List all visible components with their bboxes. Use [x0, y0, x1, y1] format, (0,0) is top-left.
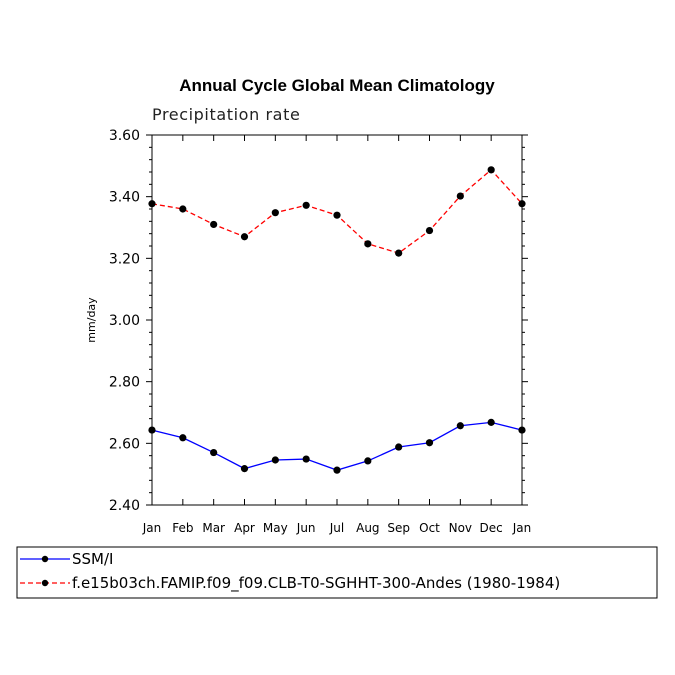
series-0-point: [210, 448, 218, 457]
y-tick-label: 3.60: [109, 128, 140, 144]
series-0-point: [148, 426, 156, 434]
x-tick-label: Jan: [142, 521, 162, 535]
x-tick-label: Aug: [356, 521, 379, 535]
y-tick-label: 2.80: [109, 375, 140, 391]
series-line-0: [151, 421, 523, 471]
series-1-point: [240, 233, 249, 241]
series-0-point: [518, 426, 526, 434]
series-1-point: [487, 166, 495, 174]
x-tick-label: Nov: [449, 521, 472, 535]
legend-marker-ssmi: [41, 555, 49, 563]
series-1-point: [148, 200, 156, 208]
series-1-point: [425, 226, 434, 235]
series-0-point: [333, 466, 341, 474]
series-1-point: [271, 209, 279, 217]
series-1-point: [333, 211, 341, 219]
series-0-point: [425, 439, 434, 447]
x-tick-label: Jan: [512, 521, 532, 535]
x-tick-label: Jul: [329, 521, 344, 535]
y-tick-label: 2.40: [109, 498, 140, 514]
x-tick-label: Sep: [387, 521, 410, 535]
chart-title: Annual Cycle Global Mean Climatology: [179, 76, 495, 95]
x-tick-label: Apr: [234, 521, 255, 535]
series-layer: [148, 166, 526, 474]
x-tick-label: May: [263, 521, 288, 535]
x-tick-label: Feb: [172, 521, 193, 535]
legend-box: [16, 546, 658, 599]
legend-entry-ssmi: SSM/I: [20, 550, 113, 568]
x-axis: Jan Feb Mar Apr May Jun Jul Aug Sep Oct Nov Dec Jan: [142, 135, 532, 535]
x-tick-label: Dec: [480, 521, 503, 535]
series-0-point: [456, 422, 464, 430]
series-1-point: [210, 220, 218, 229]
series-1-point: [302, 201, 310, 209]
legend-label-ssmi: SSM/I: [72, 550, 113, 568]
y-axis: 2.40 2.60 2.80 3.00 3.20 3.40 3.60: [109, 128, 528, 514]
chart-subtitle: Precipitation rate: [152, 105, 300, 124]
x-tick-label: Jun: [296, 521, 316, 535]
series-1-point: [364, 240, 372, 248]
series-0-point: [364, 457, 372, 465]
y-tick-label: 3.40: [109, 190, 140, 206]
series-0-point: [271, 456, 279, 464]
series-0-point: [302, 455, 310, 463]
y-tick-label: 2.60: [109, 436, 140, 452]
legend-marker-model: [41, 579, 49, 587]
series-1-point: [179, 205, 187, 213]
series-1-point: [518, 200, 526, 208]
legend: SSM/I f.e15b03ch.FAMIP.f09_f09.CLB-T0-SG…: [16, 546, 658, 599]
y-tick-label: 3.00: [109, 313, 140, 329]
x-tick-label: Oct: [419, 521, 440, 535]
series-line-1: [151, 168, 523, 254]
x-tick-label: Mar: [202, 521, 225, 535]
series-0-point: [179, 434, 187, 442]
series-0-point: [487, 418, 495, 426]
legend-entry-model: f.e15b03ch.FAMIP.f09_f09.CLB-T0-SGHHT-30…: [20, 574, 560, 593]
series-1-point: [395, 249, 403, 257]
series-0-point: [240, 465, 249, 473]
series-1-point: [456, 192, 464, 200]
y-tick-label: 3.20: [109, 251, 140, 267]
y-axis-label: mm/day: [85, 297, 98, 343]
legend-label-model: f.e15b03ch.FAMIP.f09_f09.CLB-T0-SGHHT-30…: [72, 574, 560, 593]
series-0-point: [395, 443, 403, 451]
